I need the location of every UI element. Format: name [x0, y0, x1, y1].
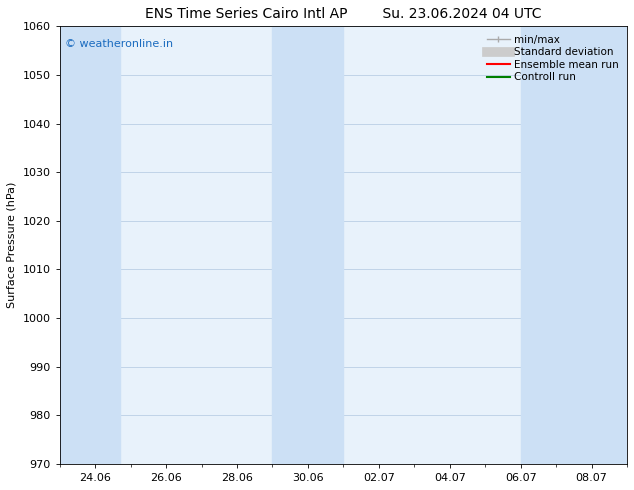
Bar: [273, 26, 344, 464]
Text: © weatheronline.in: © weatheronline.in: [65, 39, 174, 49]
Legend: min/max, Standard deviation, Ensemble mean run, Controll run: min/max, Standard deviation, Ensemble me…: [484, 31, 622, 86]
Title: ENS Time Series Cairo Intl AP        Su. 23.06.2024 04 UTC: ENS Time Series Cairo Intl AP Su. 23.06.…: [145, 7, 541, 21]
Bar: [521, 26, 627, 464]
Y-axis label: Surface Pressure (hPa): Surface Pressure (hPa): [7, 182, 17, 308]
Bar: [60, 26, 120, 464]
